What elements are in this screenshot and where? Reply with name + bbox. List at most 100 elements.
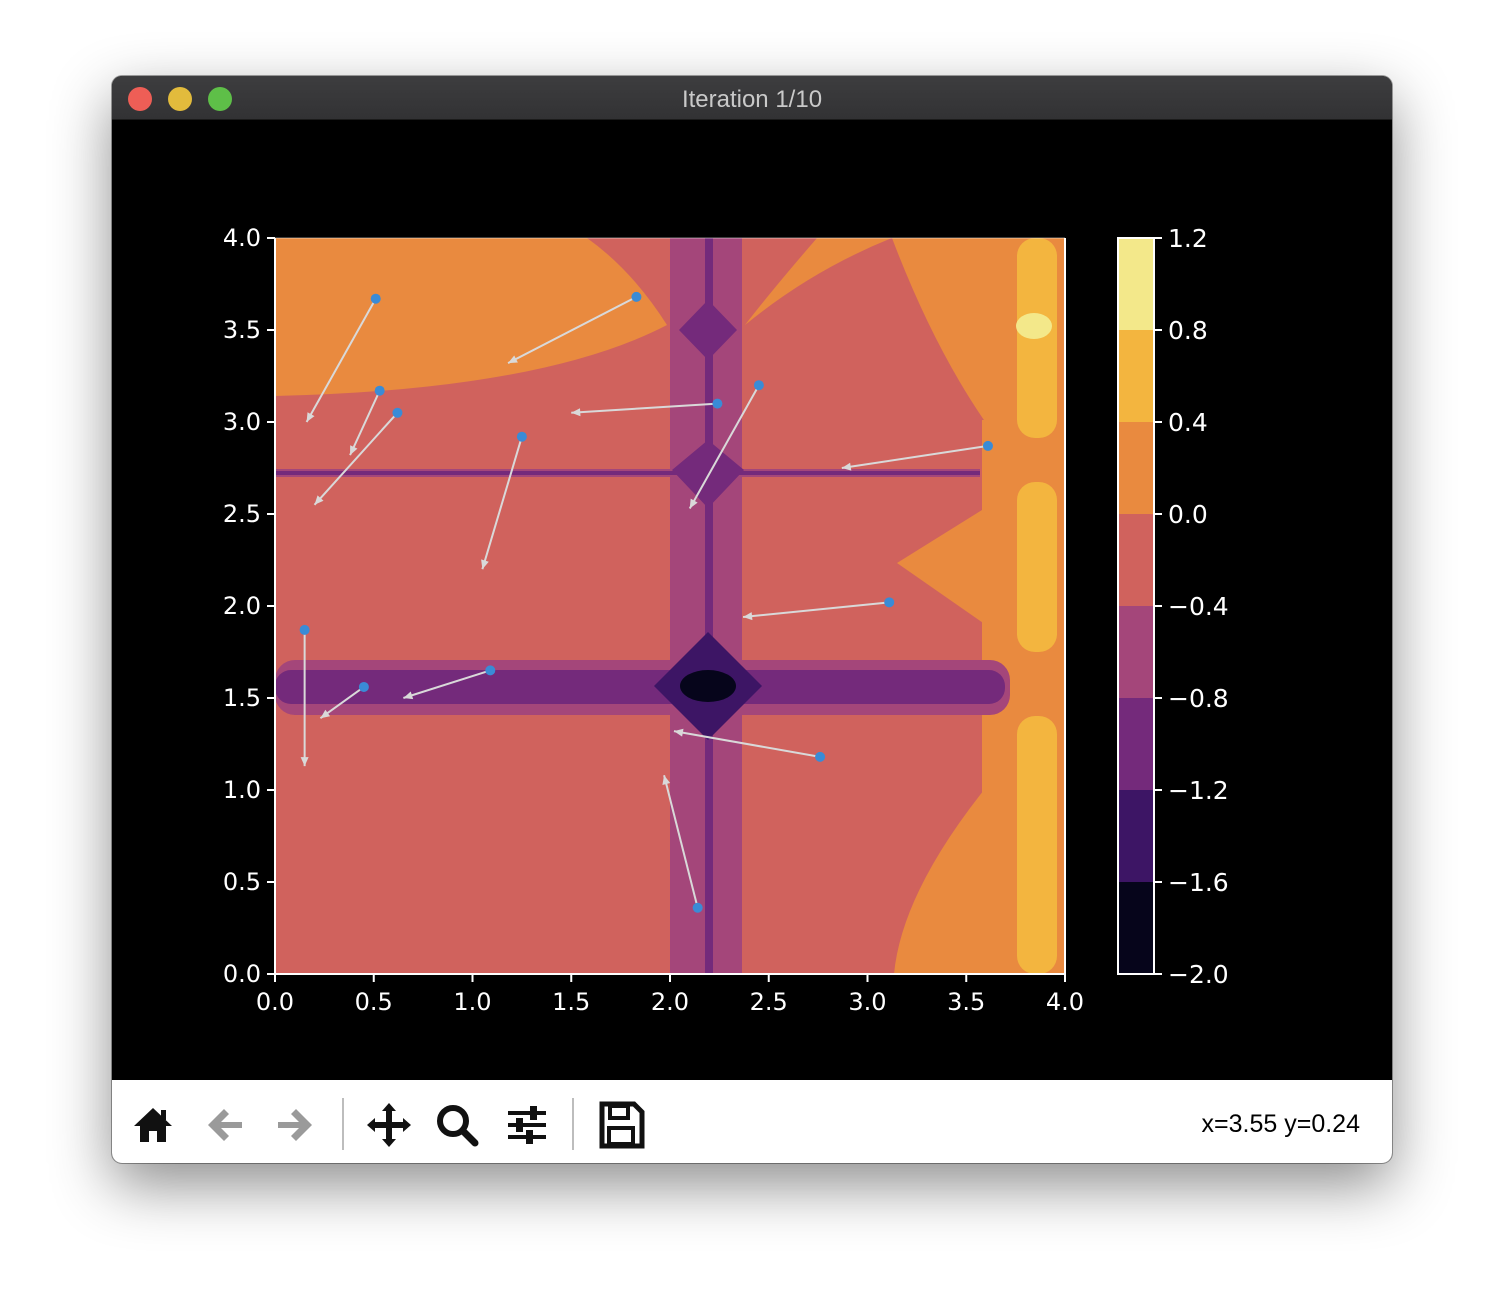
arrow-head — [662, 775, 671, 785]
particle-point — [358, 681, 369, 692]
arrow-head — [841, 462, 852, 471]
y-tick-label: 2.0 — [223, 592, 261, 620]
x-tick-label: 2.0 — [651, 988, 689, 1016]
colorbar-tick-label: 0.4 — [1168, 408, 1208, 437]
gradient-arrow — [742, 601, 890, 619]
y-tick-label: 0.5 — [223, 868, 261, 896]
colorbar-segment — [1118, 790, 1154, 882]
contour-region — [679, 300, 737, 360]
contour-region — [275, 670, 1005, 704]
gradient-arrow — [841, 444, 989, 469]
home-icon — [134, 1108, 172, 1142]
contour-region — [745, 238, 1065, 454]
x-axis: 0.0 0.5 1.0 1.5 2.0 2.5 3.0 3.5 4.0 — [256, 974, 1084, 1016]
gradient-arrow — [349, 390, 381, 456]
contour-region — [680, 670, 736, 702]
particle-point — [374, 385, 385, 396]
colorbar: −2.0 −1.6 −1.2 −0.8 −0.4 0.0 0.4 0.8 1.2 — [1117, 224, 1229, 989]
magnifier-icon — [437, 1105, 479, 1147]
arrow-head — [689, 498, 698, 509]
close-window-button[interactable] — [128, 87, 152, 111]
toolbar-separator — [572, 1098, 574, 1150]
gradient-arrow — [507, 295, 637, 365]
gradient-arrow — [571, 402, 718, 414]
navigation-toolbar: x=3.55 y=0.24 — [112, 1080, 1392, 1163]
gradient-arrow — [305, 298, 377, 423]
home-button[interactable] — [128, 1100, 178, 1150]
contour-region — [275, 471, 980, 475]
figure-canvas[interactable]: 0.0 0.5 1.0 1.5 2.0 2.5 3.0 3.5 4.0 0.0 0.5 1.0 1.5… — [112, 120, 1392, 1080]
save-button[interactable] — [596, 1100, 646, 1150]
particle-point — [982, 440, 993, 451]
zoom-button[interactable] — [432, 1100, 482, 1150]
x-tick-label: 2.5 — [750, 988, 788, 1016]
back-button[interactable] — [200, 1100, 250, 1150]
particle-point — [485, 665, 496, 676]
contour-region — [275, 238, 667, 396]
particle-point — [884, 597, 895, 608]
gradient-arrow — [403, 669, 491, 699]
particle-point — [392, 407, 403, 418]
sliders-icon — [508, 1106, 546, 1144]
minimize-window-button[interactable] — [168, 87, 192, 111]
arrow-left-icon — [208, 1109, 242, 1141]
colorbar-segment — [1118, 422, 1154, 514]
particle-point — [753, 380, 764, 391]
arrow-head — [481, 559, 489, 570]
particle-point — [299, 624, 310, 635]
colorbar-tick-label: −1.6 — [1168, 868, 1229, 897]
colorbar-segment — [1118, 606, 1154, 698]
arrow-head — [320, 709, 331, 719]
app-window: Iteration 1/10 — [112, 76, 1392, 1163]
forward-button[interactable] — [270, 1100, 320, 1150]
colorbar-tick-label: −1.2 — [1168, 776, 1229, 805]
toolbar-separator — [342, 1098, 344, 1150]
colorbar-tick-label: 1.2 — [1168, 224, 1208, 253]
particle-point — [631, 291, 642, 302]
arrow-head — [743, 612, 753, 621]
contour-region — [705, 238, 713, 974]
x-tick-label: 3.0 — [848, 988, 886, 1016]
y-tick-label: 4.0 — [223, 224, 261, 252]
colorbar-tick-label: −0.8 — [1168, 684, 1229, 713]
gradient-arrow — [688, 384, 760, 509]
particle-points — [299, 291, 993, 913]
arrow-head — [571, 408, 581, 417]
window-title: Iteration 1/10 — [681, 86, 823, 113]
y-tick-label: 3.5 — [223, 316, 261, 344]
x-tick-label: 0.0 — [256, 988, 294, 1016]
contour-figure: 0.0 0.5 1.0 1.5 2.0 2.5 3.0 3.5 4.0 0.0 0.5 1.0 1.5… — [223, 224, 1229, 1016]
colorbar-segment — [1118, 882, 1154, 974]
arrow-head — [306, 412, 315, 422]
x-tick-label: 1.0 — [453, 988, 491, 1016]
arrow-head — [314, 495, 324, 505]
maximize-window-button[interactable] — [208, 87, 232, 111]
gradient-arrow — [481, 436, 523, 570]
x-tick-label: 1.5 — [552, 988, 590, 1016]
contour-region — [1016, 313, 1052, 339]
y-tick-label: 3.0 — [223, 408, 261, 436]
arrow-head — [350, 445, 358, 456]
configure-subplots-button[interactable] — [502, 1100, 552, 1150]
particle-point — [516, 431, 527, 442]
title-bar[interactable]: Iteration 1/10 — [112, 76, 1392, 120]
x-tick-label: 3.5 — [947, 988, 985, 1016]
arrow-head — [300, 757, 309, 767]
colorbar-tick-label: −0.4 — [1168, 592, 1229, 621]
contour-region — [1017, 716, 1057, 974]
pan-button[interactable] — [364, 1100, 414, 1150]
contour-surface — [275, 238, 1065, 974]
y-tick-label: 1.0 — [223, 776, 261, 804]
gradient-arrow — [313, 412, 399, 506]
colorbar-segment — [1118, 330, 1154, 422]
arrow-right-icon — [278, 1109, 312, 1141]
particle-point — [692, 902, 703, 913]
move-icon — [367, 1103, 411, 1147]
x-tick-label: 4.0 — [1046, 988, 1084, 1016]
arrow-head — [508, 355, 518, 364]
y-tick-label: 0.0 — [223, 960, 261, 988]
gradient-arrow — [673, 730, 821, 758]
gradient-arrows — [300, 295, 989, 909]
particle-point — [815, 751, 826, 762]
cursor-coordinates: x=3.55 y=0.24 — [1201, 1110, 1360, 1138]
